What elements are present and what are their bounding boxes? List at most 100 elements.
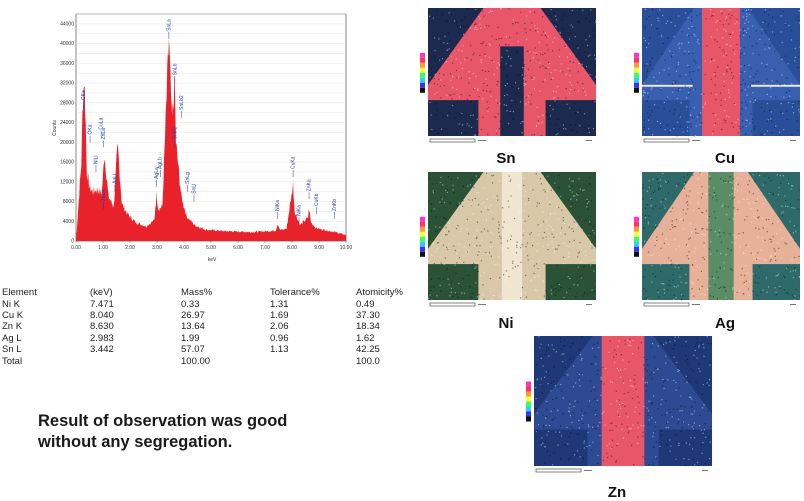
cell-tolerance: 1.69 — [270, 310, 356, 321]
x-tick-label: 3.00 — [152, 245, 162, 251]
header-tolerance: Tolerance% — [270, 287, 356, 298]
peak-label: SnMz — [172, 126, 178, 139]
x-tick-label: 8.00 — [287, 245, 297, 251]
peak-label: ZnLa — [101, 128, 107, 140]
peak-label: SnLb2 — [179, 95, 185, 110]
color-scale-bar — [526, 382, 531, 422]
peak-label: NiLl — [93, 155, 99, 164]
peak-label: AgLb — [158, 157, 164, 169]
map-image — [642, 172, 800, 301]
x-tick-label: 9.00 — [314, 245, 324, 251]
map-image — [534, 336, 712, 467]
map-label-ni: Ni — [446, 315, 566, 332]
x-tick-label: 2.00 — [125, 245, 135, 251]
element-map-cu — [630, 8, 800, 148]
x-tick-label: 4.00 — [179, 245, 189, 251]
header-element: Element — [2, 287, 90, 298]
x-tick-label: 1.00 — [98, 245, 108, 251]
cell-tolerance: 1.13 — [270, 344, 356, 355]
peak-label: CuKa — [291, 156, 297, 169]
y-tick-label: 24000 — [60, 120, 74, 126]
x-tick-label: 6.00 — [233, 245, 243, 251]
spectrum-x-axis-label: keV — [208, 257, 217, 263]
cell-kev — [90, 355, 181, 366]
color-scale-bar — [420, 53, 425, 93]
element-map-zn — [522, 336, 712, 478]
y-tick-label: 12000 — [60, 179, 74, 185]
composition-table: Element (keV) Mass% Tolerance% Atomicity… — [2, 287, 416, 367]
cell-element: Zn K — [2, 321, 90, 332]
color-scale-bar — [634, 53, 639, 93]
table-row: Ni K 7.471 0.33 1.31 0.49 — [2, 298, 416, 309]
table-header-row: Element (keV) Mass% Tolerance% Atomicity… — [2, 287, 416, 298]
peak-label: ZnKa — [307, 179, 313, 191]
peak-label: NiKa — [297, 205, 303, 216]
peak-label: SnLb — [172, 63, 178, 75]
element-map-ag — [630, 172, 800, 312]
peak-label: ZnKb — [332, 199, 338, 211]
color-scale-bar — [634, 217, 639, 257]
cell-tolerance: 2.06 — [270, 321, 356, 332]
map-label-sn: Sn — [446, 150, 566, 167]
eds-spectrum-chart: 0400080001200016000200002400028000320003… — [52, 6, 352, 268]
peak-label: OKa — [88, 124, 94, 134]
y-tick-label: 4000 — [63, 219, 74, 225]
y-tick-label: 44000 — [60, 21, 74, 27]
table-row-total: Total 100.00 100.0 — [2, 355, 416, 366]
x-tick-label: 10.00 — [340, 245, 352, 251]
scale-bar — [536, 469, 708, 472]
cell-element: Ni K — [2, 298, 90, 309]
peak-label: SnLl — [191, 184, 197, 194]
result-note-line-2: without any segregation. — [38, 432, 287, 453]
map-label-zn: Zn — [557, 484, 677, 501]
header-kev: (keV) — [90, 287, 181, 298]
cell-atomicity: 18.34 — [356, 321, 416, 332]
map-label-ag: Ag — [665, 315, 785, 332]
cell-element: Sn L — [2, 344, 90, 355]
map-image — [428, 172, 596, 300]
table-row: Zn K 8.630 13.64 2.06 18.34 — [2, 321, 416, 332]
cell-atomicity: 100.0 — [356, 355, 416, 366]
table-row: Ag L 2.983 1.99 0.96 1.62 — [2, 333, 416, 344]
y-tick-label: 32000 — [60, 81, 74, 87]
header-atomicity: Atomicity% — [356, 287, 416, 298]
element-map-ni — [416, 172, 596, 312]
y-tick-label: 0 — [71, 239, 74, 245]
peak-label: NiKa — [275, 200, 281, 211]
scale-bar — [430, 303, 592, 306]
scale-bar — [644, 139, 796, 142]
map-image — [428, 8, 596, 137]
cell-atomicity: 42.25 — [356, 344, 416, 355]
cell-kev: 2.983 — [90, 333, 181, 344]
cell-mass: 100.00 — [181, 355, 270, 366]
cell-mass: 26.97 — [181, 310, 270, 321]
cell-atomicity: 37.30 — [356, 310, 416, 321]
cell-mass: 0.33 — [181, 298, 270, 309]
spectrum-y-tick-labels: 0400080001200016000200002400028000320003… — [60, 21, 74, 244]
table-row: Cu K 8.040 26.97 1.69 37.30 — [2, 310, 416, 321]
peak-label: SnLg — [185, 172, 191, 184]
peak-label: CKa — [81, 90, 87, 100]
cell-mass: 1.99 — [181, 333, 270, 344]
cell-tolerance: 1.31 — [270, 298, 356, 309]
result-note: Result of observation was good without a… — [38, 411, 287, 453]
cell-tolerance: 0.96 — [270, 333, 356, 344]
cell-atomicity: 0.49 — [356, 298, 416, 309]
table-row: Sn L 3.442 57.07 1.13 42.25 — [2, 344, 416, 355]
scale-bar — [644, 303, 796, 306]
x-tick-label: 7.00 — [260, 245, 270, 251]
result-note-line-1: Result of observation was good — [38, 411, 287, 432]
map-label-cu: Cu — [665, 150, 785, 167]
cell-kev: 8.040 — [90, 310, 181, 321]
y-tick-label: 40000 — [60, 41, 74, 47]
y-tick-label: 36000 — [60, 61, 74, 67]
map-image — [642, 8, 800, 137]
scale-bar — [430, 139, 592, 142]
cell-kev: 3.442 — [90, 344, 181, 355]
y-tick-label: 28000 — [60, 100, 74, 106]
peak-label: AgLl — [112, 174, 118, 184]
peak-label: CuLa — [99, 117, 105, 129]
peak-label: SnLa — [166, 19, 172, 31]
cell-kev: 8.630 — [90, 321, 181, 332]
